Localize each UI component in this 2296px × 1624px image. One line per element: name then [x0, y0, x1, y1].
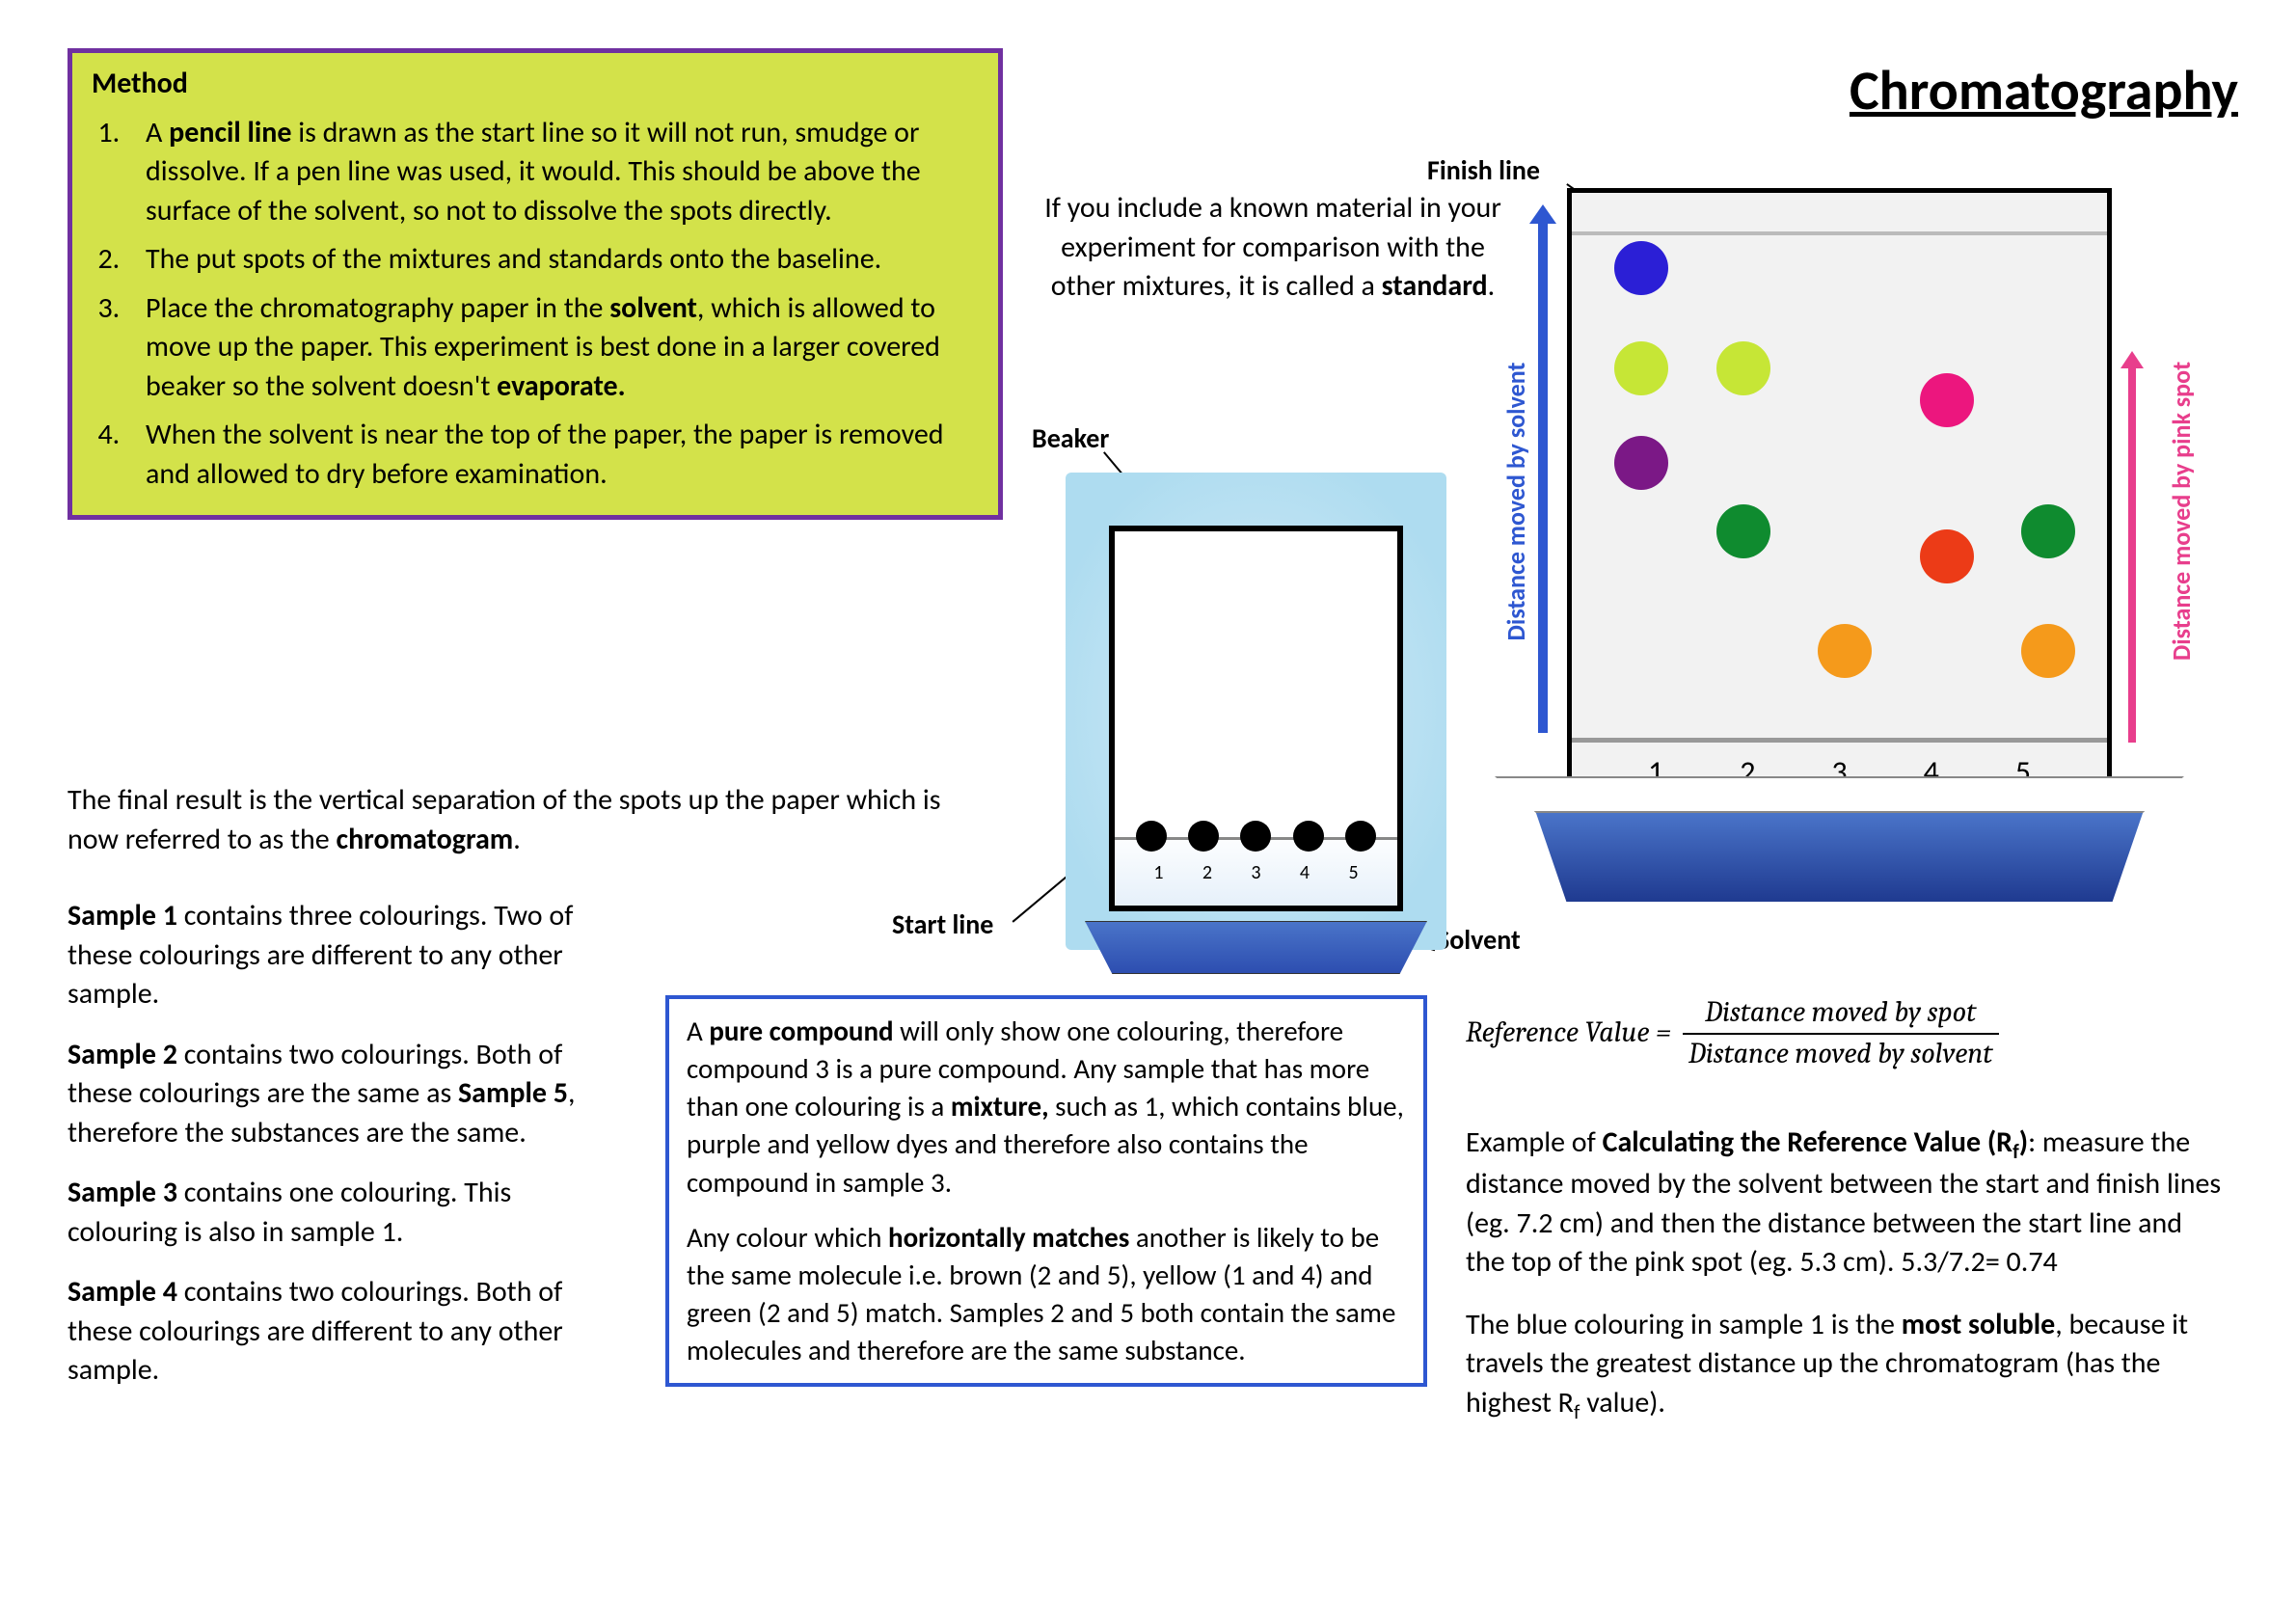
sample-desc: Sample 2 contains two colourings. Both o… [68, 1036, 627, 1153]
solvent-tray-large [1495, 776, 2184, 902]
lane-num: 3 [1251, 860, 1260, 886]
chromatogram-spot [1614, 341, 1668, 395]
sample-desc: Sample 1 contains three colourings. Two … [68, 897, 627, 1015]
solvent-arrow [1538, 222, 1548, 733]
pure-box-para: Any colour which horizontally matches an… [687, 1219, 1406, 1370]
formula-denominator: Distance moved by solvent [1683, 1035, 1999, 1074]
tray-rim [1495, 776, 2184, 813]
lane-num: 5 [1348, 860, 1358, 886]
chromatogram-spot [1920, 373, 1974, 427]
method-step: Place the chromatography paper in the so… [126, 289, 979, 407]
formula-numerator: Distance moved by spot [1683, 993, 1999, 1035]
method-list: A pencil line is drawn as the start line… [92, 114, 979, 495]
baseline-spot [1188, 821, 1219, 852]
sample-desc: Sample 4 contains two colourings. Both o… [68, 1273, 627, 1391]
baseline-spots [1115, 821, 1397, 852]
rf-para: The blue colouring in sample 1 is the mo… [1466, 1306, 2228, 1425]
rf-explanation: Example of Calculating the Reference Val… [1466, 1123, 2228, 1448]
chromatogram-spot [1614, 241, 1668, 295]
pink-arrow [2128, 366, 2136, 743]
chromatogram-spot [1716, 504, 1770, 558]
start-line [1572, 738, 2107, 743]
startline-label: Start line [892, 907, 993, 943]
method-step: The put spots of the mixtures and standa… [126, 240, 979, 280]
beaker-label: Beaker [1032, 420, 1109, 457]
chromatogram-large: 12345 [1567, 188, 2112, 825]
chromatogram-spot [2021, 504, 2075, 558]
chromatogram-spot [1818, 624, 1872, 678]
lane-num: 1 [1153, 860, 1163, 886]
formula-fraction: Distance moved by spot Distance moved by… [1683, 993, 1999, 1073]
lane-num: 2 [1202, 860, 1212, 886]
pink-arrow-label: Distance moved by pink spot [2165, 318, 2199, 704]
chromatography-paper-small: 1 2 3 4 5 [1109, 526, 1403, 911]
solvent-arrow-label: Distance moved by solvent [1499, 309, 1533, 694]
chromatogram-spot [2021, 624, 2075, 678]
method-heading: Method [92, 65, 979, 104]
method-step: When the solvent is near the top of the … [126, 416, 979, 494]
solvent-tray-small [1085, 921, 1427, 974]
samples-block: Sample 1 contains three colourings. Two … [68, 897, 627, 1412]
finish-line [1572, 231, 2107, 235]
method-box: Method A pencil line is drawn as the sta… [68, 48, 1003, 520]
baseline-spot [1345, 821, 1376, 852]
lane-numbers-small: 1 2 3 4 5 [1115, 860, 1397, 886]
rf-para: Example of Calculating the Reference Val… [1466, 1123, 2228, 1283]
pure-compound-box: A pure compound will only show one colou… [665, 995, 1427, 1387]
baseline-spot [1240, 821, 1271, 852]
final-result-text: The final result is the vertical separat… [68, 781, 993, 859]
reference-value-formula: Reference Value = Distance moved by spot… [1466, 993, 2237, 1073]
page-title: Chromatography [1850, 53, 2238, 128]
sample-desc: Sample 3 contains one colouring. This co… [68, 1174, 627, 1252]
lane-num: 4 [1300, 860, 1310, 886]
chromatogram-spot [1614, 436, 1668, 490]
chromatogram-spot [1920, 529, 1974, 583]
formula-lhs: Reference Value = [1466, 1014, 1671, 1053]
pure-box-para: A pure compound will only show one colou… [687, 1013, 1406, 1202]
baseline-spot [1293, 821, 1324, 852]
standard-note: If you include a known material in your … [1037, 189, 1509, 307]
baseline-spot [1136, 821, 1167, 852]
tray-liquid [1536, 813, 2143, 902]
solvent-label: Solvent [1437, 922, 1521, 959]
finishline-label: Finish line [1427, 152, 1540, 189]
small-beaker-diagram: 1 2 3 4 5 [1066, 473, 1446, 950]
chromatogram-spot [1716, 341, 1770, 395]
method-step: A pencil line is drawn as the start line… [126, 114, 979, 231]
